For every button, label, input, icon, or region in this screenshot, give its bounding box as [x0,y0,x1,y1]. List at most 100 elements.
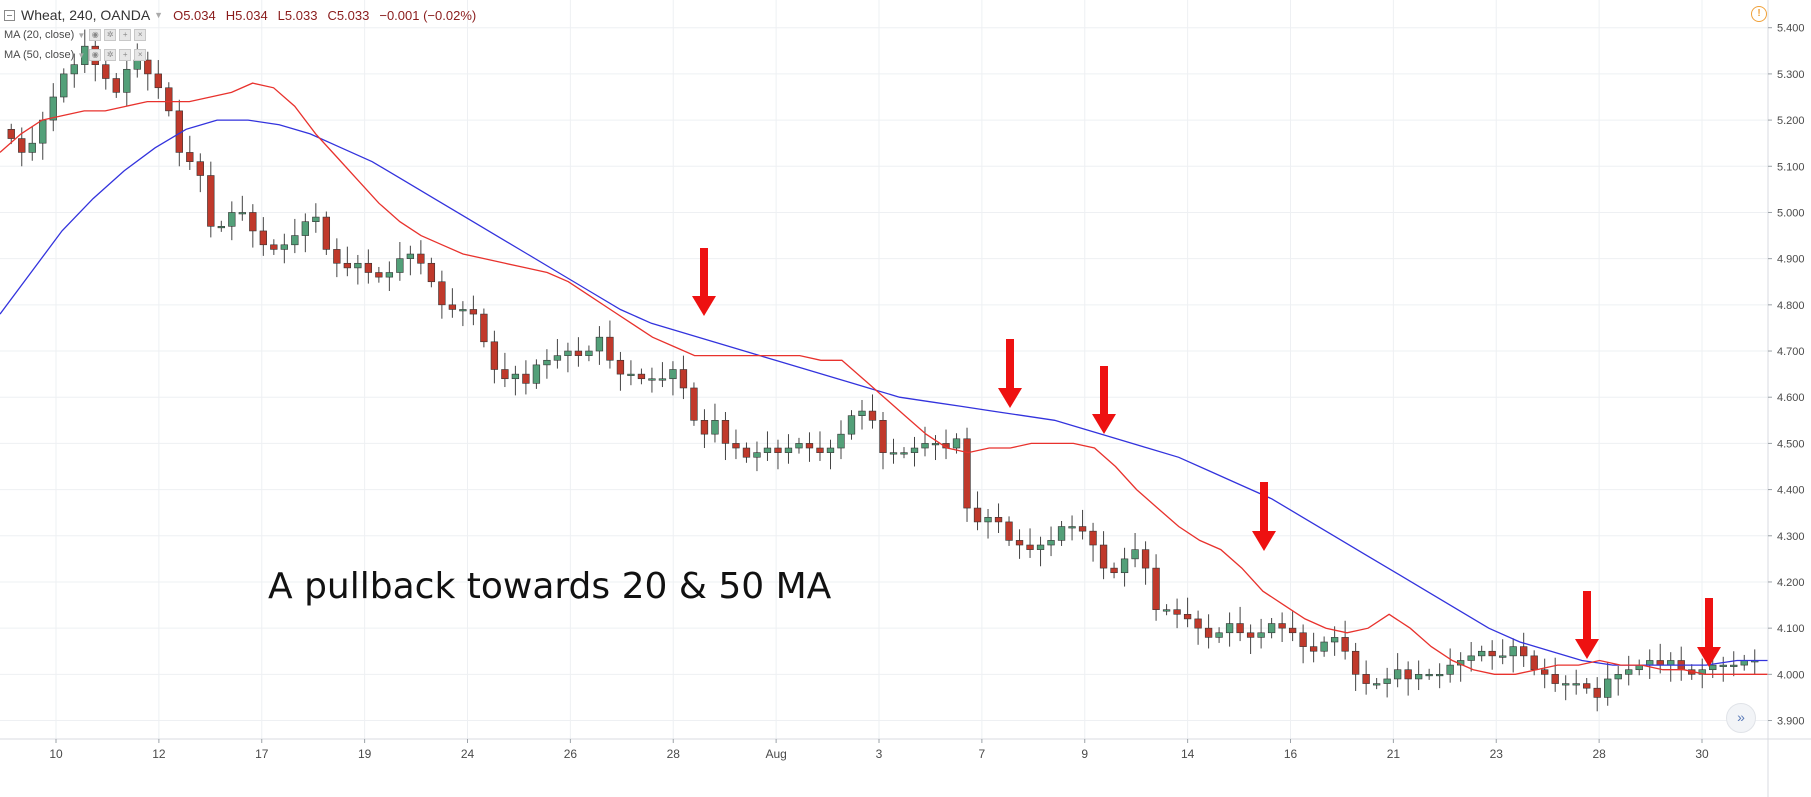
y-tick-label: 5.200 [1777,115,1805,127]
candle-body [1414,674,1423,680]
collapse-icon[interactable] [4,9,15,21]
candle-body [721,420,730,444]
candle-body [343,262,352,269]
candle-body [637,373,646,380]
chevron-down-icon[interactable]: ▼ [77,30,86,40]
candle-body [1267,623,1276,634]
candle-body [1131,549,1139,560]
candle-body [1520,646,1528,657]
plus-icon[interactable]: + [119,29,132,41]
arrow-head [1575,639,1599,659]
plus-icon[interactable]: + [119,49,132,61]
candle-body [858,410,866,416]
x-tick-label: 28 [1592,747,1606,761]
x-tick-label: 19 [358,747,372,761]
candle-body [1593,687,1601,698]
double-chevron-right-icon[interactable]: » [1726,703,1756,733]
candle-body [364,262,373,273]
eye-icon[interactable]: ◉ [89,29,102,41]
candle-body [648,378,656,381]
candle-body [459,309,467,312]
candle-body [1120,558,1129,574]
x-tick-label: 12 [152,747,166,761]
x-tick-label: 24 [461,747,475,761]
candle-body [1015,540,1024,546]
arrow-shaft [1705,598,1713,649]
close-icon[interactable]: × [134,49,147,61]
x-tick-label: 21 [1387,747,1401,761]
x-tick-label: 7 [979,747,986,761]
x-tick-label: 14 [1181,747,1195,761]
gear-icon[interactable]: ✲ [104,49,117,61]
candle-body [123,68,131,93]
candle-body [900,452,908,455]
price-axis: 5.400 5.300 5.200 5.100 5.000 4.900 4.800 4.700… [1768,23,1805,728]
close-icon[interactable]: × [134,29,147,41]
candle-body [1330,637,1339,643]
candle-body [1152,567,1160,610]
gear-icon[interactable]: ✲ [104,29,117,41]
x-tick-label: Aug [765,747,786,761]
candle-body [679,369,688,389]
candle-body [1435,674,1444,677]
candle-body [144,59,152,75]
candle-body [1162,609,1171,612]
time-axis: 10 12 17 19 24 26 28 Aug 3 7 9 14 16 21 23 28 30 [49,739,1709,761]
candle-body [1183,613,1192,620]
indicator-row-ma50[interactable]: MA (50, close) ▼ ◉ ✲ + × [0,49,149,61]
candle-body [354,262,362,269]
x-tick-label: 30 [1695,747,1709,761]
candle-body [1509,646,1517,657]
candle-body [627,373,635,376]
indicator-label: MA (50, close) [4,49,75,61]
candle-body [553,355,562,361]
alert-circle-icon[interactable]: ! [1751,6,1767,22]
y-tick-label: 5.100 [1777,161,1805,173]
y-tick-label: 5.000 [1777,207,1805,219]
candle-body [7,129,15,139]
candle-body [879,420,887,453]
candle-body [1236,623,1244,634]
candle-body [1194,618,1202,629]
candle-body [1625,669,1633,675]
candle-body [1047,540,1055,546]
candle-body [70,64,78,75]
chevron-down-icon[interactable]: ▼ [77,50,86,60]
arrow-head [998,388,1022,408]
indicator-row-ma20[interactable]: MA (20, close) ▼ ◉ ✲ + × [0,29,149,41]
candle-body [1583,683,1591,689]
y-tick-label: 4.800 [1777,300,1805,312]
candle-body [39,119,47,144]
candle-body [312,216,320,223]
candle-body [1740,660,1748,666]
candle-body [837,433,845,449]
indicator-label: MA (20, close) [4,29,75,41]
candle-body [1404,669,1412,680]
candle-body [1204,627,1213,638]
candle-body [186,152,194,162]
y-tick-label: 4.200 [1777,577,1805,589]
candle-body [1372,683,1381,686]
candle-body [994,516,1003,523]
candle-body [469,309,478,315]
candle-body [1068,526,1076,529]
pullback-arrows [692,248,1721,667]
x-tick-label: 17 [255,747,269,761]
candle-body [669,369,677,380]
candle-body [1499,655,1507,658]
arrow-shaft [700,248,708,298]
candle-body [438,281,446,306]
y-tick-label: 4.700 [1777,346,1805,358]
candle-body [249,212,257,232]
chevron-down-icon[interactable]: ▼ [154,10,164,20]
candle-body [1026,544,1034,550]
candle-body [889,452,898,455]
candle-body [1446,664,1454,675]
eye-icon[interactable]: ◉ [89,49,102,61]
arrow-head [1252,531,1276,551]
candle-body [60,73,68,98]
x-tick-label: 26 [564,747,578,761]
candle-body [217,226,225,229]
candle-body [1551,674,1559,684]
